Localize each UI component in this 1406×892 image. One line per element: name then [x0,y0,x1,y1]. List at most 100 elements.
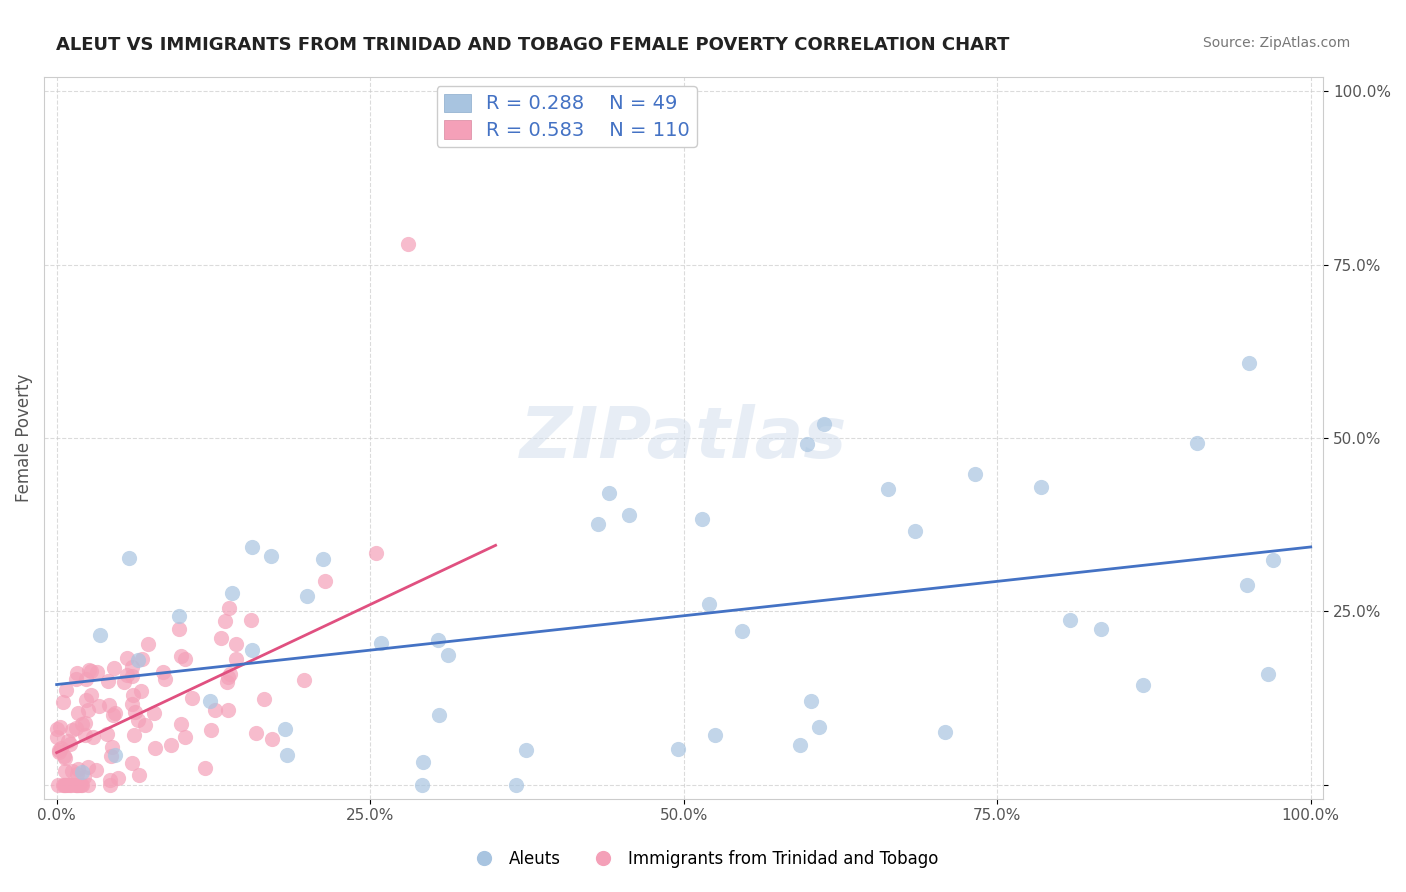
Point [121,697,143,711]
Point [70,778,93,792]
Point [73,716,96,731]
Point [1090,622,1112,636]
Point [76,703,98,717]
Point [100,748,122,763]
Point [515,743,537,757]
Point [52,748,75,763]
Point [173,651,195,665]
Point [314,574,336,588]
Point [364,546,387,560]
Point [104,706,127,720]
Point [129,683,152,698]
Point [80,689,103,703]
Point [617,508,640,522]
Point [103,707,125,722]
Point [198,694,221,708]
Point [253,692,276,706]
Point [690,512,713,526]
Point [98,698,121,713]
Point [75,728,97,742]
Point [124,705,146,719]
Point [963,467,986,481]
Point [225,637,247,651]
Point [66,665,89,680]
Point [97,673,120,688]
Point [53,778,76,792]
Point [65,721,87,735]
Point [48,745,70,759]
Point [49,720,72,734]
Point [276,747,298,762]
Point [204,703,226,717]
Point [167,609,190,624]
Point [245,726,267,740]
Point [55,778,77,792]
Point [67,762,90,776]
Point [59,778,82,792]
Point [194,761,217,775]
Point [225,652,247,666]
Point [66,766,89,780]
Point [136,637,159,651]
Point [153,672,176,686]
Point [89,628,111,642]
Point [411,778,433,792]
Point [796,436,818,450]
Point [77,663,100,677]
Point [295,589,318,603]
Point [66,706,89,720]
Point [218,600,240,615]
Point [1059,613,1081,627]
Point [412,755,434,769]
Point [121,688,143,702]
Point [127,713,149,727]
Point [240,541,263,555]
Point [167,622,190,636]
Point [217,703,239,717]
Point [209,631,232,645]
Point [588,517,610,532]
Point [72,716,94,731]
Point [128,768,150,782]
Point [46,778,69,792]
Point [259,549,281,563]
Point [72,771,94,785]
Point [75,692,97,706]
Point [86,763,108,777]
Point [173,730,195,744]
Point [143,741,166,756]
Point [799,694,821,708]
Point [87,698,110,713]
Point [169,649,191,664]
Point [214,614,236,628]
Point [427,632,450,647]
Legend: R = 0.288    N = 49, R = 0.583    N = 110: R = 0.288 N = 49, R = 0.583 N = 110 [437,87,696,147]
Point [112,675,135,690]
Point [876,482,898,496]
Point [731,624,754,639]
Point [312,552,335,566]
Point [697,597,720,611]
Point [121,660,143,674]
Point [121,756,143,771]
Point [1237,356,1260,370]
Point [86,665,108,679]
Point [46,722,69,736]
Point [98,772,121,787]
Point [292,673,315,687]
Text: ALEUT VS IMMIGRANTS FROM TRINIDAD AND TOBAGO FEMALE POVERTY CORRELATION CHART: ALEUT VS IMMIGRANTS FROM TRINIDAD AND TO… [56,36,1010,54]
Point [70,778,93,792]
Legend: Aleuts, Immigrants from Trinidad and Tobago: Aleuts, Immigrants from Trinidad and Tob… [461,844,945,875]
Point [76,760,98,774]
Point [96,727,118,741]
Point [221,586,243,600]
Point [703,728,725,742]
Point [56,734,79,748]
Point [1261,553,1284,567]
Point [53,778,76,792]
Point [1132,678,1154,692]
Point [103,661,125,675]
Point [217,670,239,684]
Point [427,708,450,723]
Point [505,778,527,792]
